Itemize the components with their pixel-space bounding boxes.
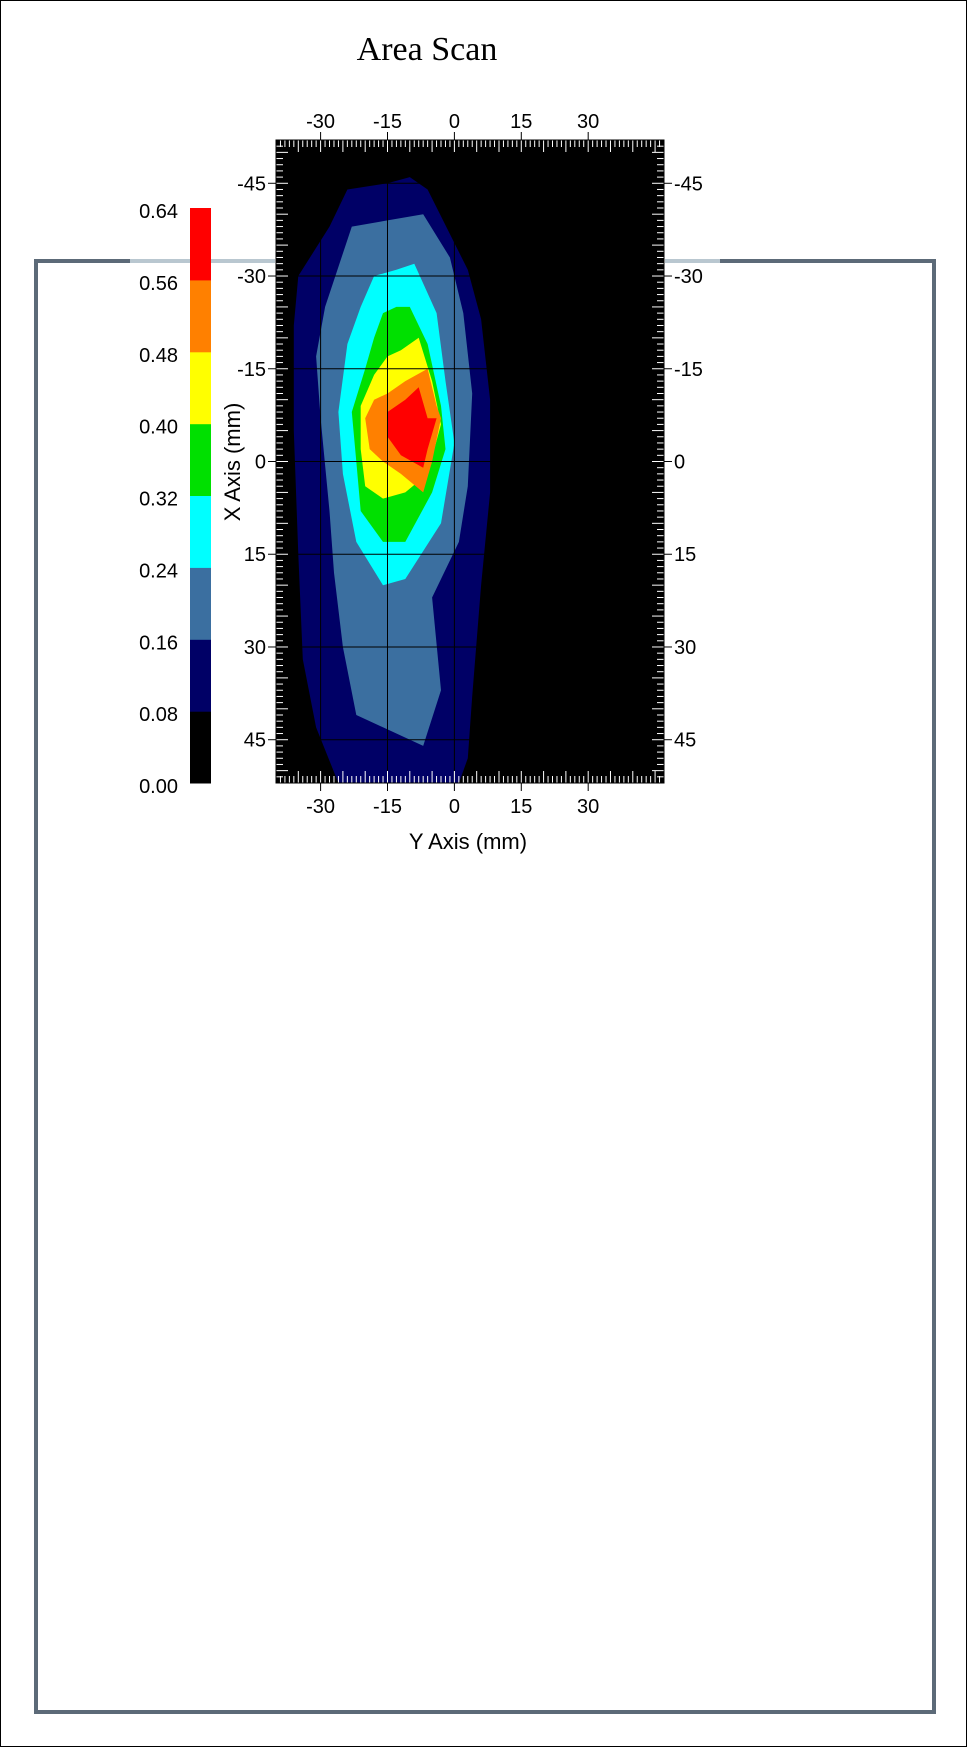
y-tick-label-right: -30	[674, 266, 703, 288]
y-tick-label: 15	[244, 544, 266, 566]
colorbar-label: 0.32	[139, 489, 178, 511]
y-tick-label: 45	[244, 730, 266, 752]
colorbar-label: 0.24	[139, 560, 178, 582]
gridlines	[276, 140, 664, 783]
colorbar-swatch	[190, 639, 211, 712]
colorbar-label: 0.40	[139, 417, 178, 439]
colorbar-label: 0.00	[139, 776, 178, 798]
x-tick-label: 15	[510, 796, 532, 818]
y-axis-label: X Axis (mm)	[220, 403, 245, 522]
x-tick-label: 0	[449, 796, 460, 818]
colorbar-swatch	[190, 351, 211, 425]
x-tick-label-top: -15	[373, 111, 402, 133]
y-tick-label: -45	[237, 173, 266, 195]
x-axis-label: Y Axis (mm)	[409, 829, 527, 854]
x-tick-label-top: 0	[449, 111, 460, 133]
x-tick-label-top: -30	[306, 111, 335, 133]
colorbar: 0.00 0.08 0.16 0.24 0.32 0.40 0.48 0.56 0.64	[139, 201, 211, 798]
x-tick-label-top: 15	[510, 111, 532, 133]
colorbar-label: 0.16	[139, 632, 178, 654]
colorbar-label: 0.64	[139, 201, 178, 223]
colorbar-swatch	[190, 208, 211, 281]
x-tick-label-top: 30	[577, 111, 599, 133]
x-tick-label: -15	[373, 796, 402, 818]
minor-ticks	[275, 139, 665, 784]
y-tick-label: 30	[244, 637, 266, 659]
colorbar-swatch	[190, 423, 211, 496]
x-tick-label: 30	[577, 796, 599, 818]
y-tick-label-right: 45	[674, 730, 696, 752]
y-tick-label-right: 30	[674, 637, 696, 659]
colorbar-label: 0.08	[139, 704, 178, 726]
y-tick-label: -30	[237, 266, 266, 288]
colorbar-label: 0.56	[139, 273, 178, 295]
y-tick-label: -15	[237, 359, 266, 381]
y-tick-label-right: 15	[674, 544, 696, 566]
y-tick-label-right: -15	[674, 359, 703, 381]
x-tick-label: -30	[306, 796, 335, 818]
tick-labels: -30 -30 -15 -15 0 0 15 15 30 30 -45 -45 -30 -30 -15 -15…	[237, 111, 703, 818]
device-outline	[34, 259, 936, 1714]
y-tick-label: 0	[255, 452, 266, 474]
y-tick-label-right: -45	[674, 173, 703, 195]
colorbar-swatch	[190, 711, 211, 784]
contour-band	[387, 387, 437, 468]
chart-title: Area Scan	[357, 31, 498, 68]
colorbar-swatch	[190, 495, 211, 568]
colorbar-label: 0.48	[139, 345, 178, 367]
contour-layer	[293, 177, 491, 784]
y-tick-label-right: 0	[674, 452, 685, 474]
colorbar-swatch	[190, 567, 211, 640]
colorbar-swatch	[190, 279, 211, 353]
